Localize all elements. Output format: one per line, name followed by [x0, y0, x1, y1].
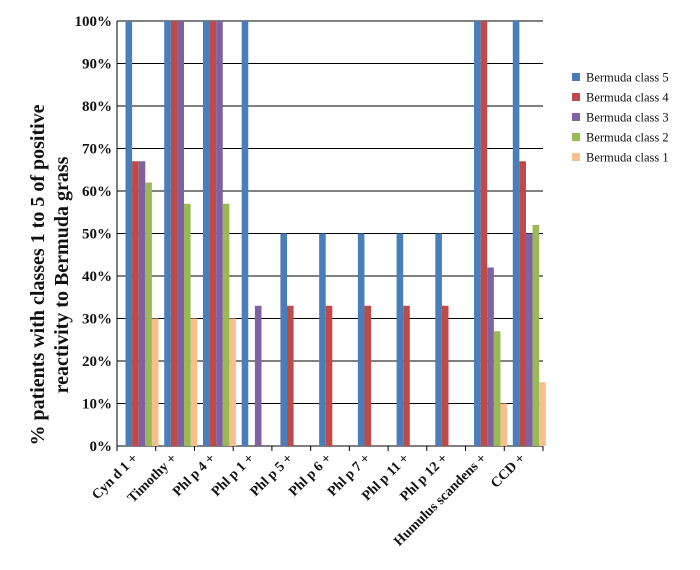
y-tick-label: 50%	[82, 227, 112, 243]
legend-label: Bermuda class 1	[586, 151, 669, 165]
bar	[512, 21, 520, 446]
bar	[151, 318, 159, 446]
bar	[222, 203, 230, 446]
y-tick-label: 70%	[82, 142, 112, 158]
bar	[480, 21, 488, 446]
y-axis-label-line-1: % patients with classes 1 to 5 of positi…	[27, 104, 49, 445]
y-axis: 0% 10% 20% 30% 40% 50% 60% 70% 80% 90% 100%	[75, 14, 118, 455]
bar	[145, 182, 152, 446]
bar	[403, 305, 410, 446]
bar	[325, 305, 333, 446]
bars	[125, 21, 546, 446]
bar	[280, 233, 288, 446]
legend: Bermuda class 5 Bermuda class 4 Bermuda cl…	[572, 71, 669, 165]
bar	[357, 233, 365, 446]
legend-label: Bermuda class 5	[586, 71, 669, 85]
bar	[519, 161, 526, 446]
bar	[138, 161, 146, 446]
legend-label: Bermuda class 2	[586, 131, 669, 145]
bar	[125, 21, 133, 446]
legend-swatch	[572, 93, 580, 101]
bar	[539, 382, 546, 446]
bar	[184, 203, 191, 446]
bar	[319, 233, 326, 446]
y-tick-label: 60%	[82, 184, 112, 200]
bar	[177, 21, 185, 446]
legend-swatch	[572, 133, 580, 141]
y-tick-label: 0%	[90, 439, 113, 455]
bar	[216, 21, 223, 446]
y-tick-label: 30%	[82, 312, 112, 328]
bar	[364, 305, 372, 446]
bar	[474, 21, 481, 446]
y-tick-label: 100%	[75, 14, 113, 30]
bar	[487, 267, 494, 446]
bar	[170, 21, 178, 446]
y-axis-label-line-2: reactivity to Bermuda grass	[51, 156, 73, 393]
y-tick-label: 80%	[82, 99, 112, 115]
bar	[435, 233, 442, 446]
bar	[241, 21, 249, 446]
legend-label: Bermuda class 3	[586, 111, 669, 125]
bar	[441, 305, 449, 446]
y-tick-label: 10%	[82, 397, 112, 413]
legend-swatch	[572, 73, 580, 81]
bar	[525, 233, 533, 446]
y-tick-label: 20%	[82, 354, 112, 370]
bar	[132, 161, 139, 446]
bar	[287, 305, 294, 446]
bar	[396, 233, 404, 446]
y-tick-label: 40%	[82, 269, 112, 285]
legend-swatch	[572, 113, 580, 121]
bar	[164, 21, 171, 446]
bar	[493, 331, 501, 446]
bar	[202, 21, 210, 446]
bar	[500, 403, 508, 446]
legend-label: Bermuda class 4	[586, 91, 669, 105]
x-tick-label: CCD +	[488, 451, 528, 491]
bar	[190, 318, 198, 446]
bar	[229, 318, 236, 446]
y-tick-label: 90%	[82, 57, 112, 73]
bar	[254, 305, 262, 446]
bar	[209, 21, 217, 446]
x-axis: Cyn d 1 +Timothy +Phl p 4 +Phl p 1 +Phl …	[89, 446, 544, 549]
legend-swatch	[572, 153, 580, 161]
bar	[532, 225, 540, 446]
